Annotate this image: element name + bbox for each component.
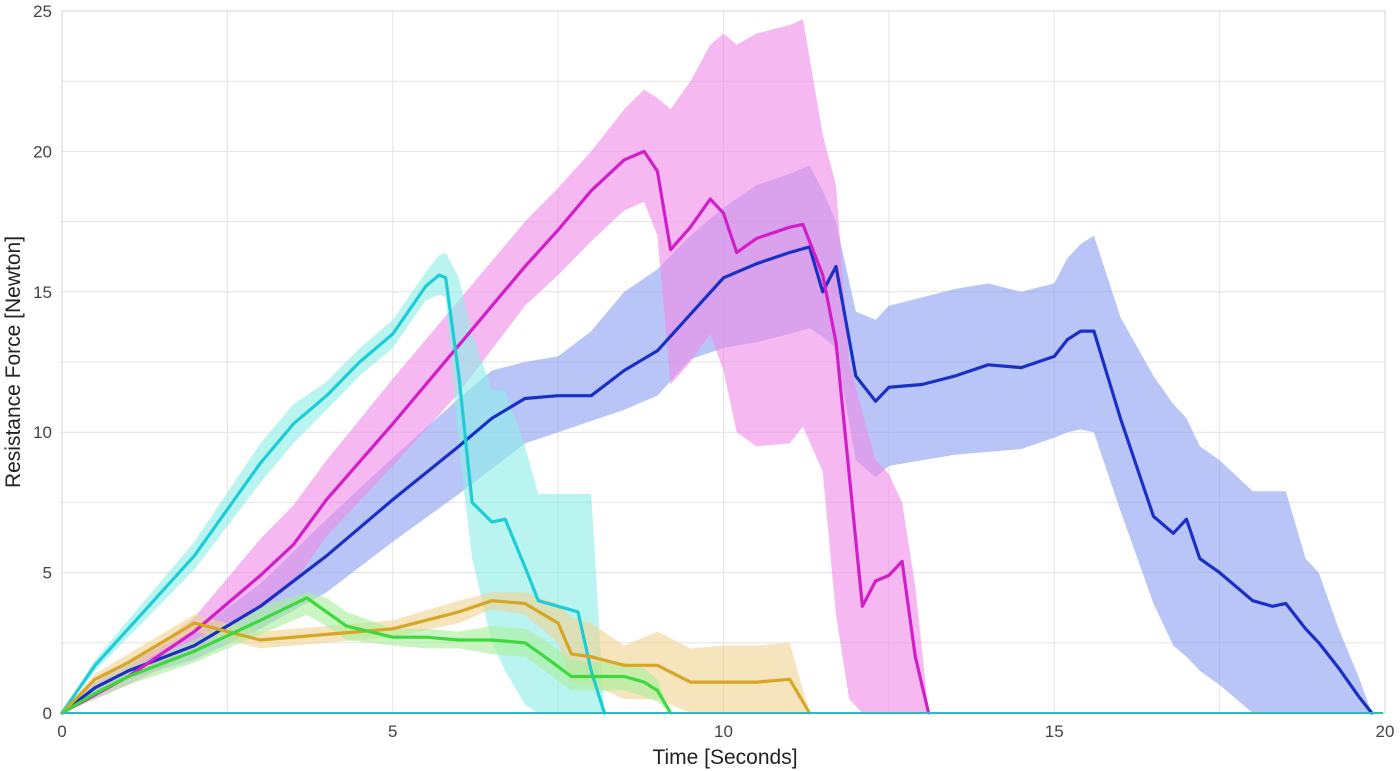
y-tick-label: 0	[43, 704, 52, 723]
y-tick-label: 25	[33, 2, 52, 21]
tick-labels: 0 5 10 15 20 0 5 10 15 20 25	[33, 2, 1394, 741]
y-axis-title: Resistance Force [Newton]	[2, 236, 25, 488]
x-tick-label: 5	[388, 722, 397, 741]
series-1-line	[60, 245, 1374, 715]
confidence-bands	[62, 19, 1372, 713]
y-tick-label: 5	[43, 564, 52, 583]
series-2-line	[60, 149, 931, 715]
y-tick-label: 20	[33, 142, 52, 161]
y-tick-label: 15	[33, 283, 52, 302]
series-1-band	[62, 165, 1372, 713]
mean-lines	[60, 149, 1383, 715]
series-5-line	[60, 596, 673, 715]
series-2-band	[62, 19, 929, 713]
x-tick-label: 15	[1045, 722, 1064, 741]
series-4-line	[60, 599, 812, 715]
x-axis-title: Time [Seconds]	[652, 746, 797, 769]
y-tick-label: 10	[33, 423, 52, 442]
x-tick-label: 10	[714, 722, 733, 741]
series-3-line	[60, 273, 606, 715]
x-tick-label: 0	[57, 722, 66, 741]
x-tick-label: 20	[1376, 722, 1395, 741]
series-5-band	[62, 592, 671, 713]
series-3-band	[62, 252, 605, 713]
